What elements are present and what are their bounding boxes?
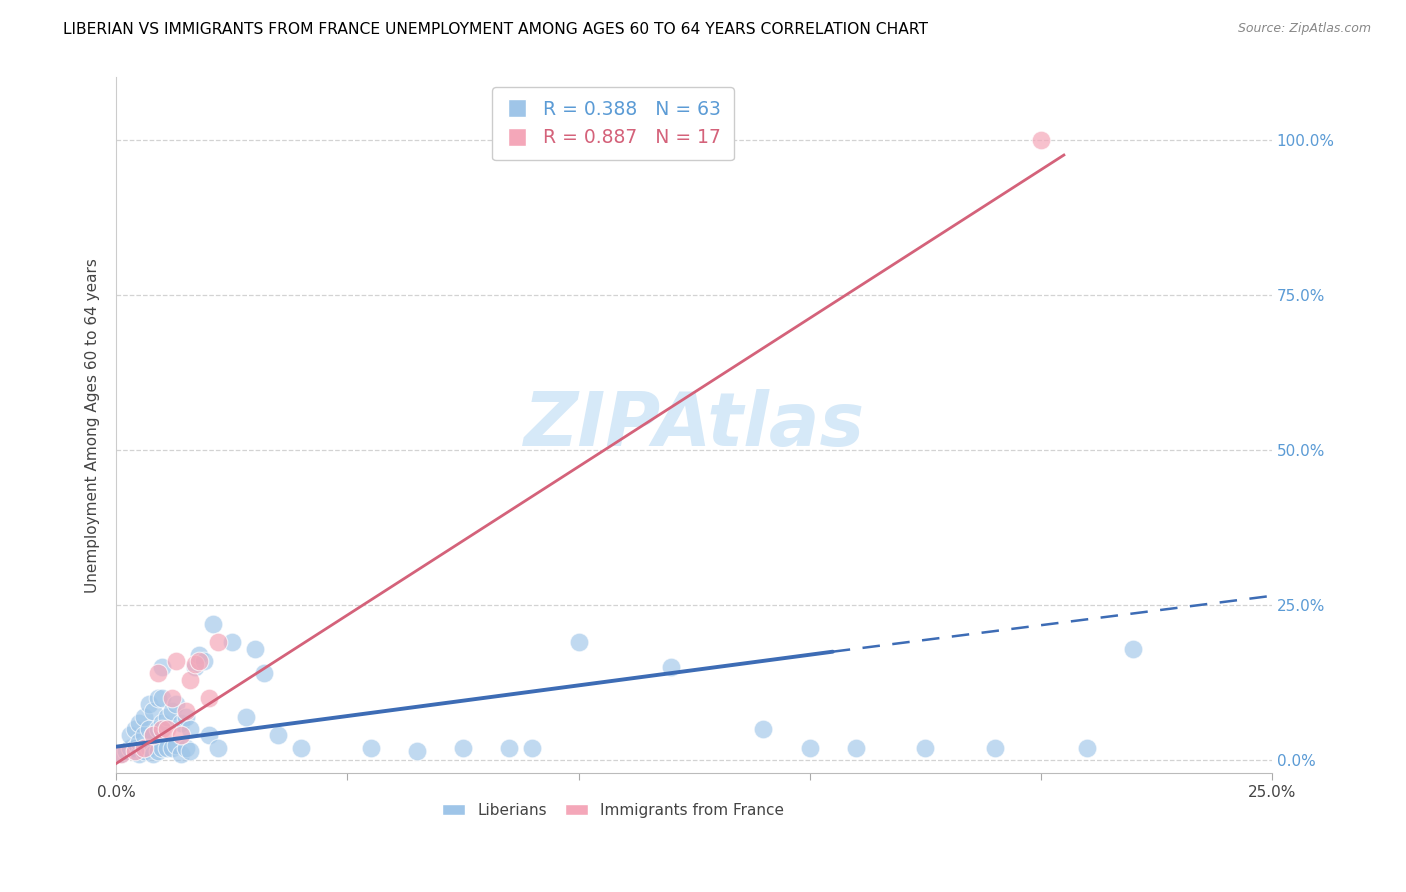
Point (267, 729, 290, 743)
Point (179, 723, 201, 737)
Point (152, 723, 174, 737)
Point (165, 738, 187, 752)
Point (138, 723, 160, 737)
Point (179, 744, 201, 758)
Point (146, 666, 169, 681)
Point (290, 740, 312, 755)
Point (207, 740, 229, 755)
Point (752, 723, 775, 737)
Point (243, 641, 266, 656)
Point (1122, 641, 1144, 656)
Point (124, 723, 146, 737)
Point (156, 710, 179, 724)
Point (207, 635, 229, 649)
Point (170, 747, 193, 761)
Point (152, 691, 174, 706)
Point (132, 729, 155, 743)
Point (152, 716, 174, 731)
Point (405, 744, 427, 758)
Point (522, 740, 544, 755)
Point (174, 710, 197, 724)
Point (170, 716, 193, 731)
Point (160, 691, 183, 706)
Point (142, 747, 165, 761)
Point (120, 740, 142, 755)
Point (142, 704, 165, 718)
Point (197, 691, 219, 706)
Point (799, 740, 821, 755)
Point (128, 734, 150, 748)
Point (845, 740, 868, 755)
Point (142, 729, 165, 743)
Point (156, 723, 179, 737)
Point (451, 740, 474, 755)
Point (152, 660, 174, 674)
Point (146, 744, 169, 758)
Point (235, 710, 257, 724)
Point (174, 740, 197, 755)
Point (983, 740, 1005, 755)
Point (253, 666, 276, 681)
Point (132, 744, 155, 758)
Point (1029, 132, 1052, 146)
Point (567, 635, 589, 649)
Point (188, 654, 211, 668)
Point (1076, 740, 1098, 755)
Point (124, 744, 146, 758)
Text: ZIPAtlas: ZIPAtlas (523, 389, 865, 461)
Point (138, 698, 160, 712)
Point (184, 660, 207, 674)
Point (165, 654, 187, 668)
Point (138, 740, 160, 755)
Point (120, 729, 142, 743)
Point (110, 747, 132, 761)
Point (110, 747, 132, 761)
Point (160, 704, 183, 718)
Point (124, 740, 146, 755)
Point (170, 729, 193, 743)
Point (146, 723, 169, 737)
Point (142, 729, 165, 743)
Point (659, 660, 682, 674)
Point (132, 710, 155, 724)
Point (160, 740, 183, 755)
Point (188, 648, 211, 662)
Point (498, 740, 520, 755)
Point (197, 729, 219, 743)
Point (184, 657, 207, 672)
Text: Source: ZipAtlas.com: Source: ZipAtlas.com (1237, 22, 1371, 36)
Text: LIBERIAN VS IMMIGRANTS FROM FRANCE UNEMPLOYMENT AMONG AGES 60 TO 64 YEARS CORREL: LIBERIAN VS IMMIGRANTS FROM FRANCE UNEMP… (63, 22, 928, 37)
Point (179, 673, 201, 687)
Point (221, 635, 243, 649)
Point (174, 704, 197, 718)
Y-axis label: Unemployment Among Ages 60 to 64 years: Unemployment Among Ages 60 to 64 years (86, 258, 100, 592)
Point (360, 740, 382, 755)
Point (165, 698, 187, 712)
Point (193, 654, 215, 668)
Point (156, 740, 179, 755)
Point (132, 740, 155, 755)
Point (152, 740, 174, 755)
Point (128, 716, 150, 731)
Point (114, 744, 136, 758)
Point (128, 747, 150, 761)
Point (146, 691, 169, 706)
Point (914, 740, 936, 755)
Legend: Liberians, Immigrants from France: Liberians, Immigrants from France (436, 797, 790, 824)
Point (202, 616, 225, 631)
